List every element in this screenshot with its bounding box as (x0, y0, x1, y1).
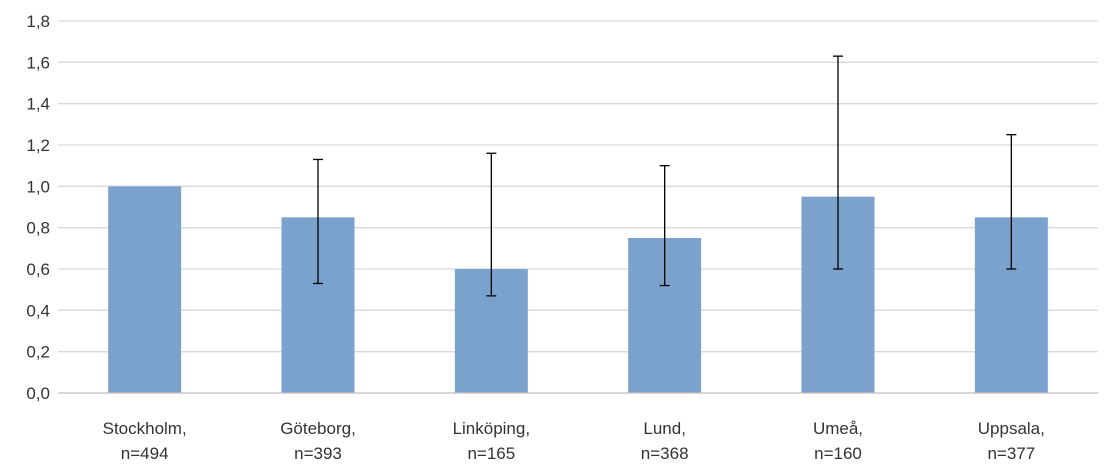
error-bar (833, 55, 843, 270)
error-bar (659, 165, 670, 287)
category-label-name: Uppsala, (978, 419, 1045, 438)
y-tick-label: 1,2 (26, 136, 50, 155)
category-label-name: Göteborg, (280, 419, 356, 438)
y-tick-label: 1,0 (26, 177, 50, 196)
y-tick-label: 0,2 (26, 343, 50, 362)
category-label-n: n=393 (294, 444, 342, 463)
category-label-name: Lund, (643, 419, 686, 438)
error-bar (313, 158, 323, 285)
bar (108, 186, 182, 393)
error-bar (486, 152, 497, 297)
y-tick-label: 0,6 (26, 260, 50, 279)
category-label-n: n=377 (987, 444, 1035, 463)
y-tick-label: 0,4 (26, 301, 50, 320)
category-label-name: Linköping, (453, 419, 531, 438)
category-label-n: n=165 (467, 444, 515, 463)
category-label-name: Umeå, (813, 419, 863, 438)
category-label-n: n=368 (641, 444, 689, 463)
category-label-name: Stockholm, (103, 419, 187, 438)
grid-lines (58, 20, 1098, 353)
y-tick-label: 0,0 (26, 384, 50, 403)
bars (108, 186, 1048, 393)
category-label-n: n=160 (814, 444, 862, 463)
x-axis-category-labels: Stockholm, n=494 Göteborg, n=393 Linköping, n… (103, 419, 1045, 463)
error-bars (313, 55, 1017, 297)
y-tick-label: 1,8 (26, 12, 50, 31)
y-axis-tick-labels: 0,0 0,2 0,4 0,6 0,8 1,0 1,2 1,4 1,6 1,8 (26, 12, 50, 403)
y-tick-label: 0,8 (26, 219, 50, 238)
error-bar (1006, 134, 1017, 270)
category-label-n: n=494 (121, 444, 169, 463)
y-tick-label: 1,4 (26, 95, 50, 114)
y-tick-label: 1,6 (26, 53, 50, 72)
